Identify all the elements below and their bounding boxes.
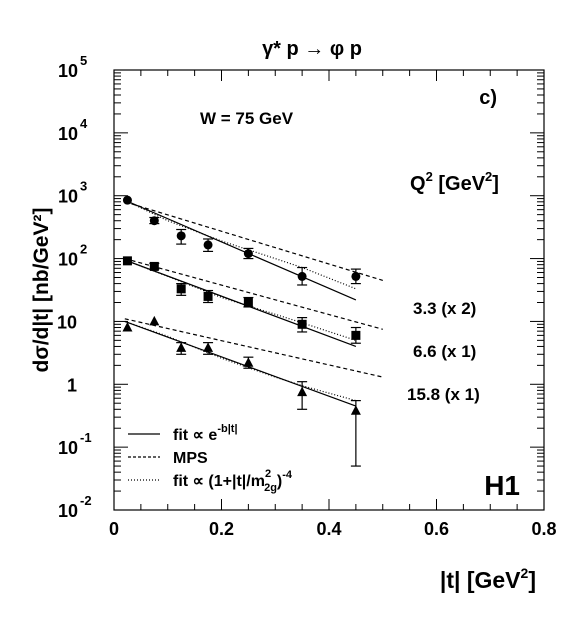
data-point-square: [203, 291, 213, 301]
q2-header-unit: [GeV: [433, 173, 486, 195]
x-tick-label: 0.8: [531, 519, 556, 539]
series-label-q2-6.6: 6.6 (x 1): [413, 342, 476, 361]
data-point-square: [122, 256, 132, 266]
mps-line-1: [124, 258, 383, 330]
y-tick-label: 10: [58, 187, 78, 207]
curves: [124, 199, 383, 407]
y-tick-label-exponent: 4: [80, 116, 88, 131]
fit-dipole-line-0: [124, 199, 357, 290]
y-tick-label-exponent: 2: [80, 242, 87, 257]
legend: fit ∝ e-b|t| MPS fit ∝ (1+|t|/m2 2g)-4: [128, 423, 293, 494]
x-axis-label-main: |t| [GeV: [440, 567, 521, 593]
y-tick-label-exponent: 5: [80, 53, 87, 68]
legend-fit-dipole-pre: fit ∝ (1+|t|/m: [173, 473, 265, 490]
data-point-triangle: [243, 357, 254, 367]
x-tick-label: 0.4: [316, 519, 341, 539]
fit-dipole-line-1: [124, 259, 357, 341]
mps-line-2: [124, 318, 383, 378]
data-point-triangle: [297, 386, 308, 397]
y-tick-label: 10: [58, 501, 78, 521]
series-label-q2-15.8: 15.8 (x 1): [407, 385, 480, 404]
legend-fit-dipole-sup: 2: [265, 468, 271, 480]
q2-header-close: ]: [492, 173, 499, 195]
q2-header: Q2 [GeV2]: [410, 169, 499, 195]
q2-header-base: Q: [410, 173, 426, 195]
y-axis-label: dσ/d|t| [nb/GeV²]: [30, 208, 53, 373]
y-tick-label-exponent: -1: [80, 430, 92, 445]
data-point-circle: [351, 271, 361, 281]
y-tick-label: 10: [57, 312, 77, 332]
data-point-triangle: [122, 322, 133, 332]
legend-fit-exp-sup: -b|t|: [217, 423, 237, 435]
y-tick-label: 10: [58, 250, 78, 270]
x-tick-label: 0: [109, 519, 119, 539]
y-tick-label-exponent: 3: [80, 179, 87, 194]
data-point-triangle: [149, 315, 160, 326]
x-tick-label: 0.6: [424, 519, 449, 539]
x-axis-label-close: ]: [528, 567, 536, 593]
legend-fit-dipole-exp: -4: [282, 469, 293, 481]
chart-title: γ* p → φ p: [262, 38, 362, 60]
data-point-square: [351, 330, 361, 340]
data-point-circle: [297, 271, 307, 281]
fit-exp-line-0: [124, 199, 357, 301]
fit-exp-line-2: [124, 320, 357, 407]
y-tick-label: 10: [58, 61, 78, 81]
data-point-square: [149, 261, 159, 271]
data-point-circle: [122, 195, 132, 205]
q2-header-unit-sup: 2: [485, 169, 492, 184]
data-point-circle: [203, 240, 213, 250]
series-label-q2-3.3: 3.3 (x 2): [413, 299, 476, 318]
x-axis-label-sup: 2: [521, 565, 529, 581]
y-tick-label: 10: [58, 124, 78, 144]
data-point-circle: [149, 216, 159, 226]
y-tick-label: 10: [58, 438, 78, 458]
legend-fit-dipole-sub: 2g: [264, 482, 277, 494]
data-point-square: [297, 319, 307, 329]
y-tick-label: 1: [67, 375, 77, 395]
data-point-triangle: [203, 342, 214, 352]
data-point-square: [243, 298, 253, 308]
panel-label: c): [479, 87, 497, 109]
mps-line-0: [124, 201, 383, 281]
energy-annotation: W = 75 GeV: [200, 109, 294, 128]
legend-fit-dipole-post: ): [277, 473, 282, 490]
data-point-square: [176, 284, 186, 294]
q2-header-sup: 2: [426, 169, 433, 184]
legend-text-fit-dipole: fit ∝ (1+|t|/m2 2g)-4: [173, 468, 293, 494]
legend-text-fit-exp: fit ∝ e-b|t|: [173, 423, 238, 444]
data-points: [122, 195, 361, 467]
data-point-circle: [176, 231, 186, 241]
data-point-triangle: [350, 405, 361, 415]
x-axis-label: |t| [GeV2]: [440, 565, 536, 593]
data-point-circle: [243, 249, 253, 259]
data-point-triangle: [176, 342, 187, 352]
legend-text-mps: MPS: [173, 450, 208, 467]
legend-fit-exp-main: fit ∝ e: [173, 427, 217, 444]
x-tick-label: 0.2: [209, 519, 234, 539]
experiment-label: H1: [484, 470, 520, 501]
y-tick-label-exponent: -2: [80, 493, 92, 508]
